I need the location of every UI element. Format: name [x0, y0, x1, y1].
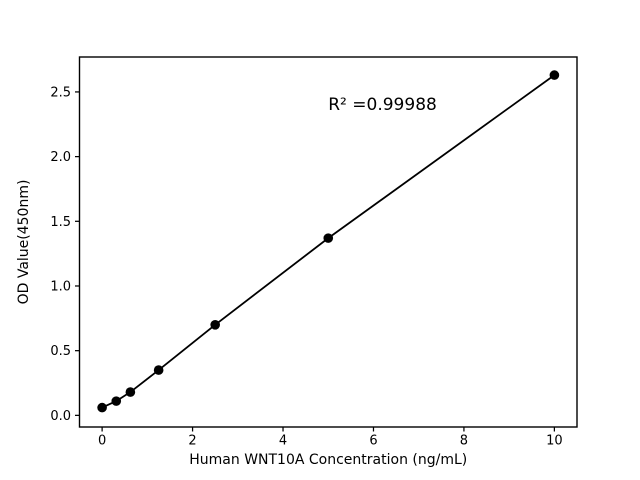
y-tick-label: 2.5 [50, 85, 71, 100]
x-tick-label: 8 [460, 434, 468, 449]
x-tick-label: 4 [279, 434, 287, 449]
x-tick-label: 6 [369, 434, 377, 449]
r-squared-annotation: R² =0.99988 [328, 95, 437, 115]
plot-area: 0 2 4 6 8 10 0.0 0.5 1.0 1.5 2.0 2.5 [50, 56, 578, 449]
y-tick-label: 1.0 [50, 279, 71, 294]
data-point-marker [153, 365, 164, 375]
y-tick-label: 2.0 [50, 150, 71, 165]
y-tick-label: 0.0 [50, 409, 71, 424]
data-point-marker [549, 70, 560, 80]
data-point-marker [323, 233, 334, 243]
y-tick-label: 0.5 [50, 344, 71, 359]
x-axis-label: Human WNT10A Concentration (ng/mL) [189, 452, 467, 468]
x-tick-label: 2 [188, 434, 196, 449]
data-point-marker [111, 396, 122, 406]
data-point-marker [125, 387, 136, 397]
data-point-marker [97, 402, 107, 413]
y-tick-label: 1.5 [50, 215, 71, 230]
x-tick-label: 0 [98, 434, 106, 449]
y-axis-label: OD Value(450nm) [16, 180, 32, 305]
axes-frame [78, 56, 578, 428]
x-tick-label: 10 [546, 434, 563, 449]
data-point-marker [210, 319, 220, 330]
